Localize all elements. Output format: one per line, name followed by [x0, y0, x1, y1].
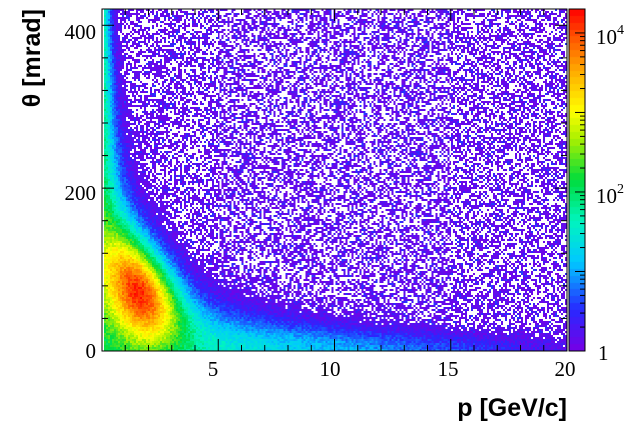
colorbar-ticks: [575, 8, 585, 352]
colorbar-tick-label: 104: [596, 23, 624, 49]
x-axis-title: p [GeV/c]: [457, 394, 567, 422]
x-tick-label: 15: [438, 357, 459, 381]
y-tick-label: 400: [65, 20, 97, 44]
colorbar-frame: [568, 8, 586, 352]
y-tick-label: 200: [65, 181, 97, 205]
y-axis-title: θ [mrad]: [18, 9, 46, 107]
x-axis-ticks: [101, 9, 568, 351]
plot-frame: [101, 8, 568, 352]
colorbar-tick-label: 102: [596, 182, 624, 208]
heatmap-cells: [102, 9, 567, 351]
x-tick-label: 20: [555, 357, 576, 381]
color-scale-bar: [569, 9, 585, 351]
colorbar-tick-label: 1: [598, 341, 609, 365]
y-tick-label: 0: [86, 339, 97, 363]
y-axis-ticks: [102, 24, 567, 352]
x-tick-label: 10: [320, 357, 341, 381]
x-tick-label: 5: [208, 357, 219, 381]
